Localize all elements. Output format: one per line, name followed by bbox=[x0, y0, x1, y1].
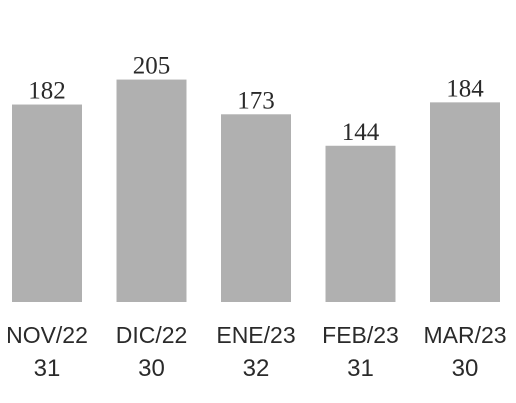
bar-dic-22 bbox=[116, 79, 187, 302]
x-tick-sublabel: 30 bbox=[138, 355, 165, 382]
x-tick-sublabel: 32 bbox=[243, 355, 270, 382]
x-tick-label: NOV/22 bbox=[6, 322, 88, 348]
data-label: 182 bbox=[28, 78, 66, 105]
x-tick-label: DIC/22 bbox=[116, 322, 188, 348]
data-label: 184 bbox=[446, 75, 484, 102]
bars-group bbox=[12, 79, 500, 302]
x-tick-label: FEB/23 bbox=[322, 322, 399, 348]
bar-ene-23 bbox=[221, 114, 291, 302]
x-tick-sublabel: 31 bbox=[347, 355, 374, 382]
sublabels-group: 31 30 32 31 30 bbox=[34, 355, 479, 382]
x-tick-sublabel: 31 bbox=[34, 355, 61, 382]
value-labels-group: 182 205 173 144 184 bbox=[28, 53, 484, 146]
x-tick-label: ENE/23 bbox=[216, 322, 295, 348]
x-tick-sublabel: 30 bbox=[452, 355, 479, 382]
bar-nov-22 bbox=[12, 104, 82, 302]
data-label: 144 bbox=[342, 119, 380, 146]
bar-feb-23 bbox=[325, 145, 396, 302]
data-label: 173 bbox=[237, 87, 275, 114]
data-label: 205 bbox=[133, 53, 171, 80]
category-labels-group: NOV/22 DIC/22 ENE/23 FEB/23 MAR/23 bbox=[6, 322, 506, 348]
bar-mar-23 bbox=[430, 102, 500, 302]
x-tick-label: MAR/23 bbox=[423, 322, 506, 348]
